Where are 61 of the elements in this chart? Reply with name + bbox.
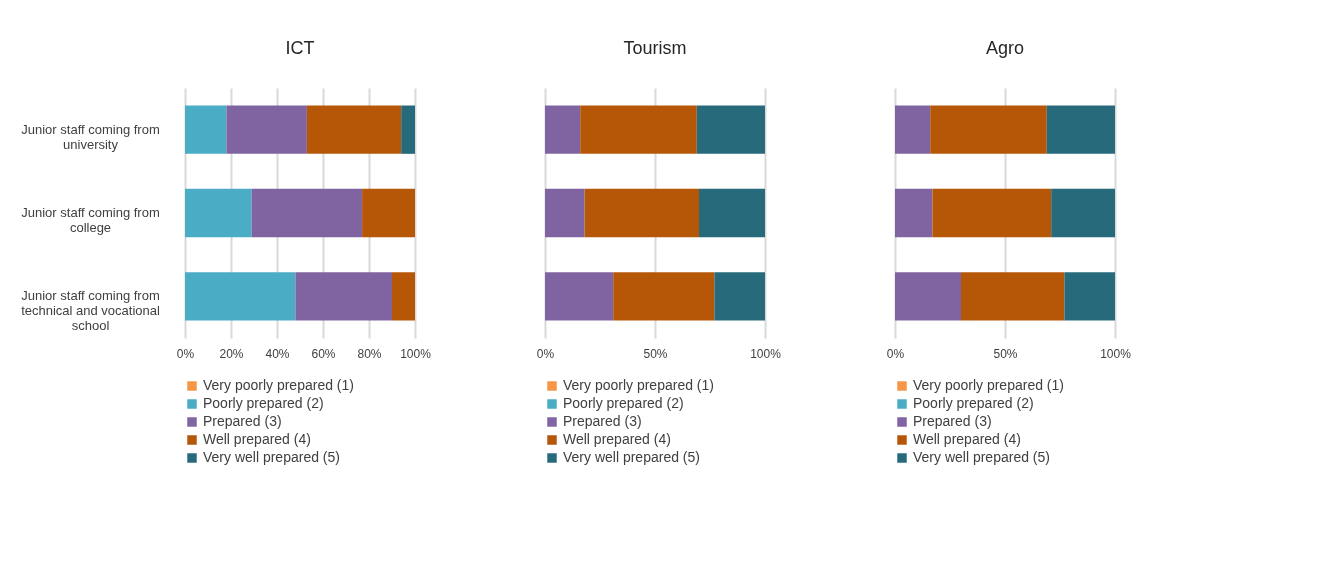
bar	[545, 105, 581, 154]
x-tick-label: 80%	[357, 346, 382, 361]
chart-title: ICT	[285, 38, 315, 58]
legend-label: Very poorly prepared (1)	[563, 377, 714, 393]
bar	[696, 105, 765, 154]
x-tick-label: 50%	[993, 346, 1018, 361]
legend-label: Very well prepared (5)	[913, 449, 1050, 465]
y-tick-label: Junior staff coming from college	[21, 205, 160, 235]
legend-label: Well prepared (4)	[563, 431, 671, 447]
bar	[930, 105, 1047, 154]
bar	[961, 272, 1065, 321]
bar	[185, 105, 227, 154]
bar	[1046, 105, 1115, 154]
bar	[932, 188, 1052, 238]
bar	[362, 188, 415, 238]
legend-label: Prepared (3)	[913, 413, 992, 429]
x-tick-label: 100%	[400, 346, 432, 361]
legend-label: Very poorly prepared (1)	[203, 377, 354, 393]
legend-label: Very poorly prepared (1)	[913, 377, 1064, 393]
y-tick-label: Junior staff coming from university	[21, 121, 160, 152]
bar	[185, 188, 252, 238]
bar	[185, 272, 296, 321]
bar	[392, 272, 415, 321]
legend-label: Prepared (3)	[563, 413, 642, 429]
bar	[895, 272, 961, 321]
x-tick-label: 50%	[643, 346, 668, 361]
legend-label: Well prepared (4)	[203, 431, 311, 447]
bar	[1051, 188, 1115, 238]
x-tick-label: 100%	[750, 346, 782, 361]
x-tick-label: 0%	[536, 346, 555, 361]
bar	[545, 272, 614, 321]
legend-label: Prepared (3)	[203, 413, 282, 429]
legend-label: Poorly prepared (2)	[563, 395, 684, 411]
y-tick-label: Junior staff coming from technical and vocational school	[21, 288, 160, 334]
x-tick-label: 0%	[886, 346, 905, 361]
bar	[584, 188, 699, 238]
bar	[545, 188, 585, 238]
bar	[895, 188, 933, 238]
bar	[613, 272, 715, 321]
chart-title: Tourism	[623, 38, 687, 58]
x-tick-label: 20%	[219, 346, 244, 361]
x-tick-label: 0%	[176, 346, 195, 361]
legend-label: Well prepared (4)	[913, 431, 1021, 447]
bar	[714, 272, 765, 321]
x-tick-label: 100%	[1100, 346, 1132, 361]
chart-title: Agro	[985, 38, 1025, 58]
x-tick-label: 60%	[311, 346, 336, 361]
bar	[1064, 272, 1115, 321]
x-tick-label: 40%	[265, 346, 290, 361]
legend-label: Poorly prepared (2)	[913, 395, 1034, 411]
bar	[895, 105, 931, 154]
bar	[226, 105, 307, 154]
legend-label: Poorly prepared (2)	[203, 395, 324, 411]
bar	[699, 188, 765, 238]
bar	[306, 105, 402, 154]
bar	[401, 105, 415, 154]
bar	[295, 272, 392, 321]
bar	[251, 188, 363, 238]
legend-label: Very well prepared (5)	[203, 449, 340, 465]
legend-label: Very well prepared (5)	[563, 449, 700, 465]
bar	[580, 105, 697, 154]
